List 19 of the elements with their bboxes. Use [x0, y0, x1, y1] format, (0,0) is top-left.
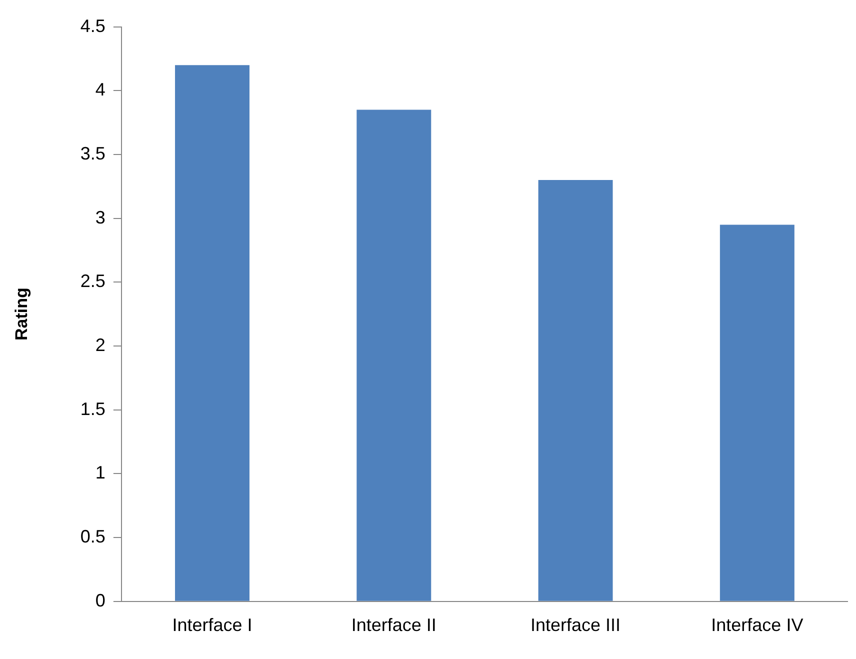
y-tick-label: 2: [95, 334, 106, 355]
y-tick-label: 2.5: [80, 271, 106, 292]
y-tick-label: 1.5: [80, 398, 106, 419]
y-tick-label: 3.5: [80, 143, 106, 164]
x-tick-label: Interface I: [172, 615, 252, 636]
bar: [175, 65, 250, 601]
y-tick-label: 1: [95, 462, 106, 483]
bar: [538, 180, 613, 601]
x-tick-label: Interface III: [530, 615, 621, 636]
y-tick-label: 0.5: [80, 526, 106, 547]
y-tick-label: 4: [95, 80, 106, 100]
bar: [356, 110, 432, 601]
y-tick-label: 0: [95, 590, 106, 610]
x-tick-label: Interface II: [351, 615, 436, 636]
y-tick-label: 4.5: [80, 16, 106, 36]
y-axis-title: Rating: [12, 288, 31, 341]
y-tick-label: 3: [95, 207, 106, 228]
x-tick-label: Interface IV: [711, 615, 804, 636]
bar: [720, 224, 794, 601]
